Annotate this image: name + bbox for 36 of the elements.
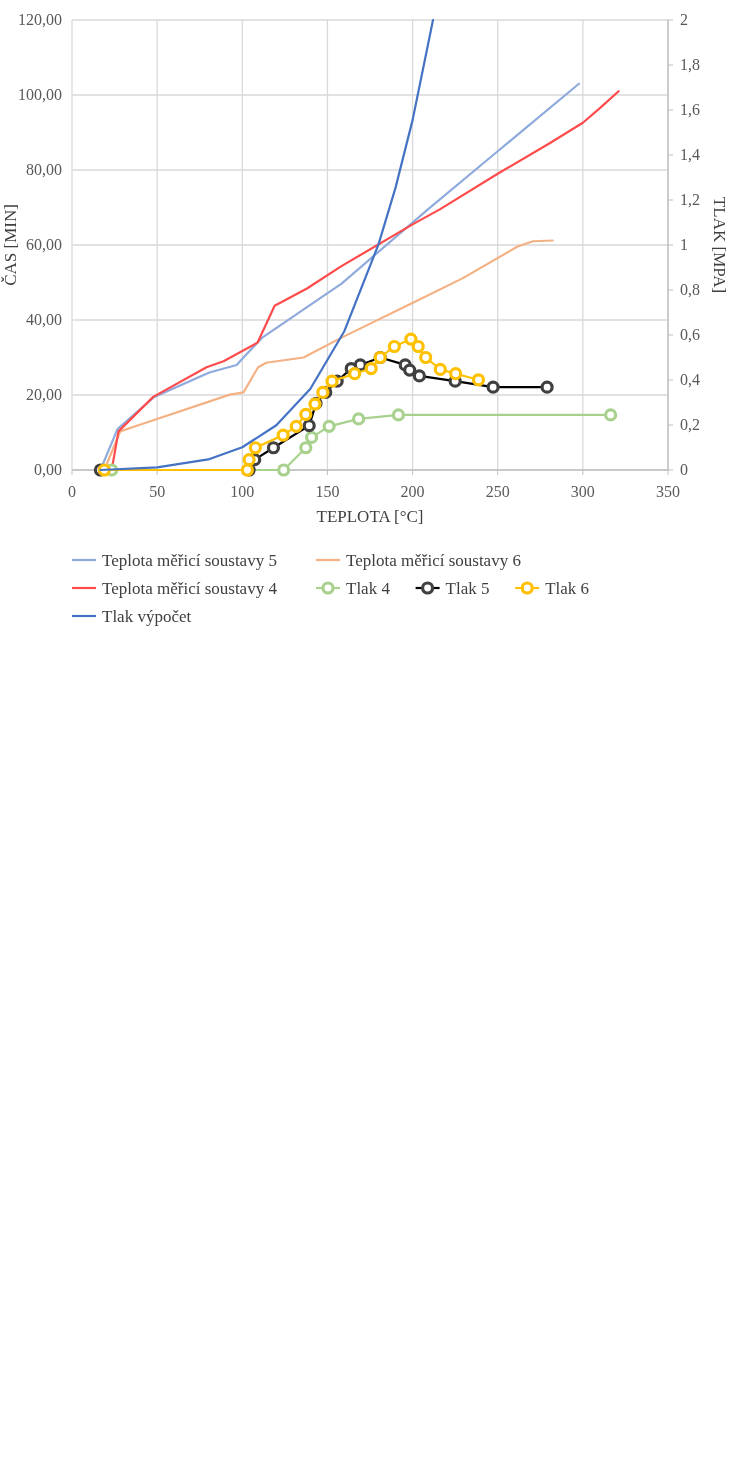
x-tick-label: 150 bbox=[315, 483, 340, 500]
y-tick-label: 120,00 bbox=[18, 11, 62, 28]
x-tick-label: 200 bbox=[400, 483, 425, 500]
y2-tick-label: 1 bbox=[680, 236, 688, 253]
y-tick-label: 40,00 bbox=[26, 311, 62, 328]
y2-tick-label: 1,8 bbox=[680, 56, 700, 73]
y-tick-label: 0,00 bbox=[34, 461, 62, 478]
x-tick-label: 250 bbox=[485, 483, 510, 500]
y2-tick-label: 0,6 bbox=[680, 326, 700, 343]
y2-tick-label: 1,6 bbox=[680, 101, 700, 118]
legend-label: Tlak výpočet bbox=[102, 607, 192, 626]
y-tick-label: 100,00 bbox=[18, 86, 62, 103]
legend-label: Tlak 5 bbox=[445, 579, 490, 598]
legend-label: Teplota měřicí soustavy 4 bbox=[102, 579, 278, 598]
x-axis-title: TEPLOTA [°C] bbox=[316, 507, 424, 526]
y-tick-label: 60,00 bbox=[26, 236, 62, 253]
y2-tick-label: 1,2 bbox=[680, 191, 700, 208]
x-tick-label: 100 bbox=[230, 483, 255, 500]
y2-tick-label: 0,8 bbox=[680, 281, 700, 298]
y2-tick-label: 1,4 bbox=[680, 146, 700, 163]
y-axis-title: ČAS [MIN] bbox=[1, 204, 20, 286]
y-tick-label: 80,00 bbox=[26, 161, 62, 178]
y2-tick-label: 0,2 bbox=[680, 416, 700, 433]
y2-axis-title: TLAK [MPA] bbox=[710, 196, 729, 294]
y2-tick-label: 2 bbox=[680, 11, 688, 28]
y2-tick-label: 0 bbox=[680, 461, 688, 478]
x-tick-label: 350 bbox=[656, 483, 680, 500]
legend-label: Teplota měřicí soustavy 6 bbox=[346, 551, 521, 570]
x-tick-label: 0 bbox=[68, 483, 76, 500]
x-tick-label: 50 bbox=[149, 483, 166, 500]
legend-label: Tlak 6 bbox=[545, 579, 590, 598]
legend-label: Teplota měřicí soustavy 5 bbox=[102, 551, 277, 570]
x-tick-label: 300 bbox=[570, 483, 595, 500]
legend-label: Tlak 4 bbox=[346, 579, 391, 598]
y2-tick-label: 0,4 bbox=[680, 371, 700, 388]
y-tick-label: 20,00 bbox=[26, 386, 62, 403]
